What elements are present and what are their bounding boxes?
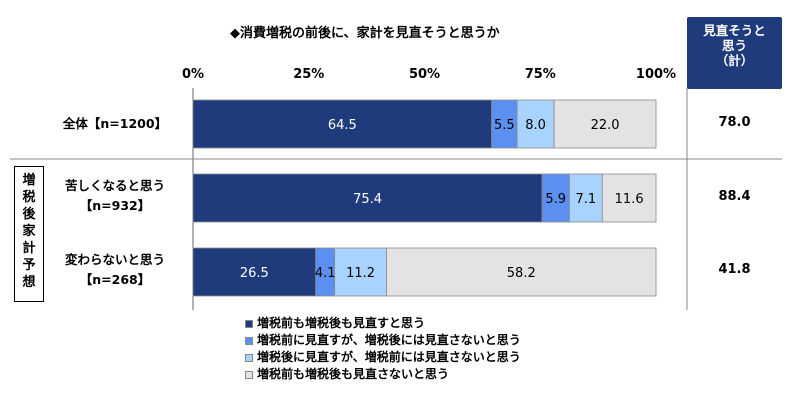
summary-header-line3: （計） xyxy=(715,53,754,68)
summary-header: 見直そうと 思う （計） xyxy=(687,17,782,89)
legend-swatch xyxy=(245,319,253,328)
bar-value-label: 64.5 xyxy=(328,118,357,133)
summary-value-total: 78.0 xyxy=(718,115,751,130)
x-tick-label: 100% xyxy=(636,67,676,82)
summary-value-same: 41.8 xyxy=(718,262,751,277)
x-tick-label: 0% xyxy=(182,67,204,82)
x-tick-label: 50% xyxy=(409,67,440,82)
legend-label: 増税前も増税後も見直さないと思う xyxy=(257,367,450,381)
bar-value-label: 11.2 xyxy=(346,266,375,281)
bar-segment xyxy=(334,247,387,297)
legend: 増税前も増税後も見直すと思う 増税前に見直すが、増税後には見直さないと思う 増税… xyxy=(245,315,521,383)
bar-segment xyxy=(601,173,657,223)
bar-segment xyxy=(192,173,543,223)
group-label-char: 想 xyxy=(22,275,36,290)
legend-item: 増税前も増税後も見直さないと思う xyxy=(245,366,521,383)
chart-title: ◆消費増税の前後に、家計を見直そうと思うか xyxy=(230,26,500,41)
bar-segment xyxy=(192,247,317,297)
group-label-char: 家 xyxy=(22,224,36,239)
row-label-same-line2: 【n=268】 xyxy=(79,272,151,287)
row-label-same: 変わらないと思う 【n=268】 xyxy=(50,250,180,290)
group-label-char: 後 xyxy=(22,207,36,222)
summary-header-line2: 思う xyxy=(721,38,747,53)
row-label-hard: 苦しくなると思う 【n=932】 xyxy=(50,176,180,216)
row-label-hard-line1: 苦しくなると思う xyxy=(64,178,165,193)
legend-item: 増税後に見直すが、増税前には見直さないと思う xyxy=(245,349,521,366)
bar-value-label: 26.5 xyxy=(240,266,269,281)
bar-value-label: 22.0 xyxy=(591,118,620,133)
legend-swatch xyxy=(245,353,253,362)
group-label-char: 予 xyxy=(22,258,36,273)
bar-value-label: 11.6 xyxy=(615,192,644,207)
group-label-box xyxy=(14,166,44,302)
bar-segment xyxy=(553,99,657,149)
bar-value-label: 7.1 xyxy=(576,192,597,207)
legend-label: 増税前に見直すが、増税後には見直さないと思う xyxy=(257,333,521,347)
legend-swatch xyxy=(245,336,253,345)
bar-segment xyxy=(192,99,493,149)
bar-segment xyxy=(516,99,555,149)
bar-segment xyxy=(569,173,603,223)
group-label-char: 税 xyxy=(22,190,36,205)
legend-label: 増税後に見直すが、増税前には見直さないと思う xyxy=(257,350,521,364)
x-tick-label: 25% xyxy=(293,67,324,82)
row-label-hard-line2: 【n=932】 xyxy=(79,198,151,213)
legend-swatch xyxy=(245,370,253,379)
bar-value-label: 4.1 xyxy=(315,266,336,281)
bar-segment xyxy=(491,99,518,149)
legend-item: 増税前も増税後も見直すと思う xyxy=(245,315,521,332)
row-label-same-line1: 変わらないと思う xyxy=(64,252,165,267)
bar-segment xyxy=(541,173,570,223)
group-label-char: 計 xyxy=(22,241,36,256)
bar-segment xyxy=(386,247,657,297)
x-tick-label: 75% xyxy=(525,67,556,82)
group-label-char: 増 xyxy=(22,173,36,188)
row-label-total: 全体【n=1200】 xyxy=(50,114,180,134)
group-label: 増 税 後 家 計 予 想 xyxy=(14,172,44,291)
legend-label: 増税前も増税後も見直すと思う xyxy=(257,316,426,330)
bar-value-label: 58.2 xyxy=(507,266,536,281)
bar-value-label: 5.5 xyxy=(494,118,515,133)
bar-value-label: 8.0 xyxy=(525,118,546,133)
summary-header-line1: 見直そうと xyxy=(703,23,766,38)
summary-value-hard: 88.4 xyxy=(718,189,751,204)
bar-value-label: 5.9 xyxy=(545,192,566,207)
legend-item: 増税前に見直すが、増税後には見直さないと思う xyxy=(245,332,521,349)
bar-value-label: 75.4 xyxy=(353,192,382,207)
row-label-total-line1: 全体【n=1200】 xyxy=(62,116,168,131)
